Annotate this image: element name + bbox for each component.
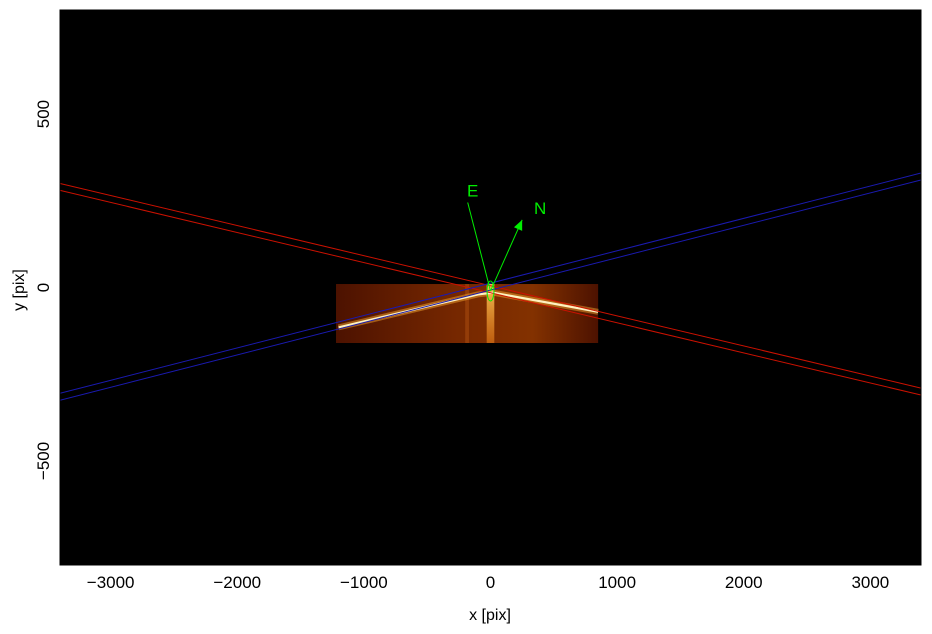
compass-north-arrow: [490, 219, 523, 292]
y-axis: −500 0 500: [34, 100, 68, 480]
slit-line: [60, 182, 921, 389]
x-axis: −3000 −2000 −1000 0 1000 2000 3000: [87, 557, 889, 592]
y-tick-label: −500: [34, 442, 53, 480]
spectrum-image: [336, 284, 599, 343]
plot-frame: [59, 9, 922, 566]
compass: EN: [467, 182, 546, 302]
compass-east-label: E: [467, 182, 478, 201]
image-core: [486, 284, 495, 343]
compass-north-label: N: [534, 199, 546, 218]
slit-line: [60, 172, 921, 394]
x-tick-label: −1000: [340, 573, 388, 592]
y-axis-label: y [pix]: [11, 269, 28, 311]
compass-origin-marker: [486, 280, 495, 302]
compass-east-arrow: [467, 202, 491, 292]
y-tick-label: 500: [34, 100, 53, 128]
x-tick-label: 1000: [598, 573, 636, 592]
slit-line: [60, 189, 921, 396]
x-tick-label: −2000: [213, 573, 261, 592]
x-tick-label: 2000: [725, 573, 763, 592]
x-axis-label: x [pix]: [469, 607, 511, 624]
x-tick-label: 0: [486, 573, 495, 592]
compass-north-arrowhead: [513, 219, 523, 231]
x-tick-label: 3000: [851, 573, 889, 592]
image-column-band: [465, 284, 469, 343]
y-tick-label: 0: [34, 283, 53, 292]
x-tick-label: −3000: [87, 573, 135, 592]
